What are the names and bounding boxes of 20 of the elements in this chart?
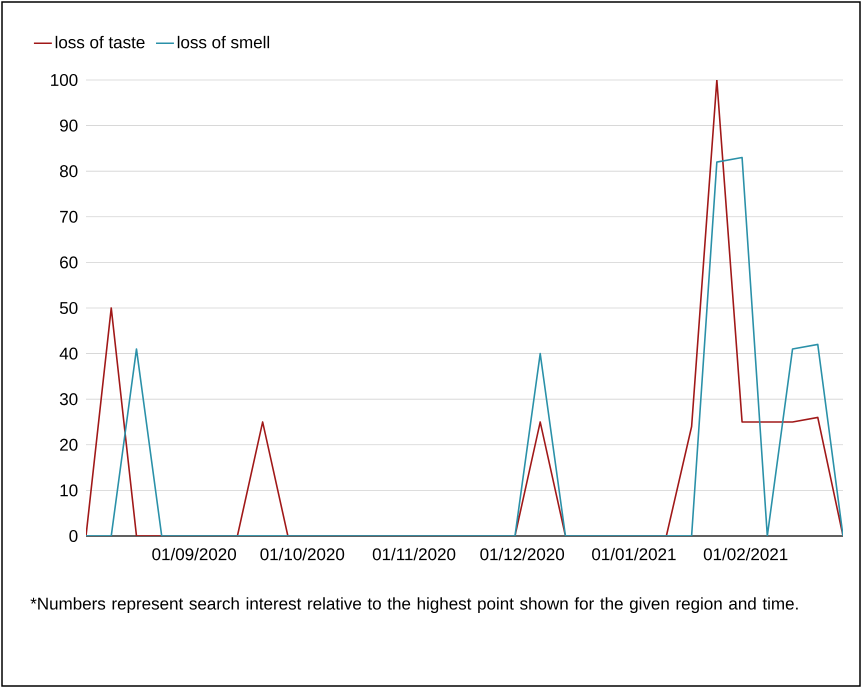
y-tick-label: 10 bbox=[60, 484, 78, 496]
x-tick-label: 01/10/2020 bbox=[260, 548, 344, 560]
y-tick-label: 0 bbox=[69, 530, 78, 542]
y-tick-label: 20 bbox=[60, 438, 78, 451]
legend-label: loss of taste bbox=[56, 36, 145, 48]
y-tick-label: 50 bbox=[60, 302, 78, 314]
y-tick-label: 90 bbox=[60, 120, 78, 132]
y-tick-label: 30 bbox=[60, 393, 78, 406]
y-tick-label: 60 bbox=[60, 256, 78, 268]
x-tick-label: 01/11/2020 bbox=[372, 548, 456, 560]
text: *Numbers represent search interest relative to the highest point shown for the given region and time. bbox=[30, 597, 798, 614]
x-tick-label: 01/02/2021 bbox=[704, 548, 788, 560]
x-tick-label: 01/01/2021 bbox=[592, 548, 676, 560]
x-tick-label: 01/12/2020 bbox=[480, 548, 564, 560]
legend-label: loss of smell bbox=[178, 36, 270, 48]
x-tick-label: 01/09/2020 bbox=[152, 548, 236, 560]
y-tick-label: 80 bbox=[60, 165, 78, 178]
y-tick-label: 100 bbox=[51, 74, 78, 86]
y-tick-label: 70 bbox=[60, 210, 78, 223]
y-tick-label: 40 bbox=[60, 348, 78, 360]
